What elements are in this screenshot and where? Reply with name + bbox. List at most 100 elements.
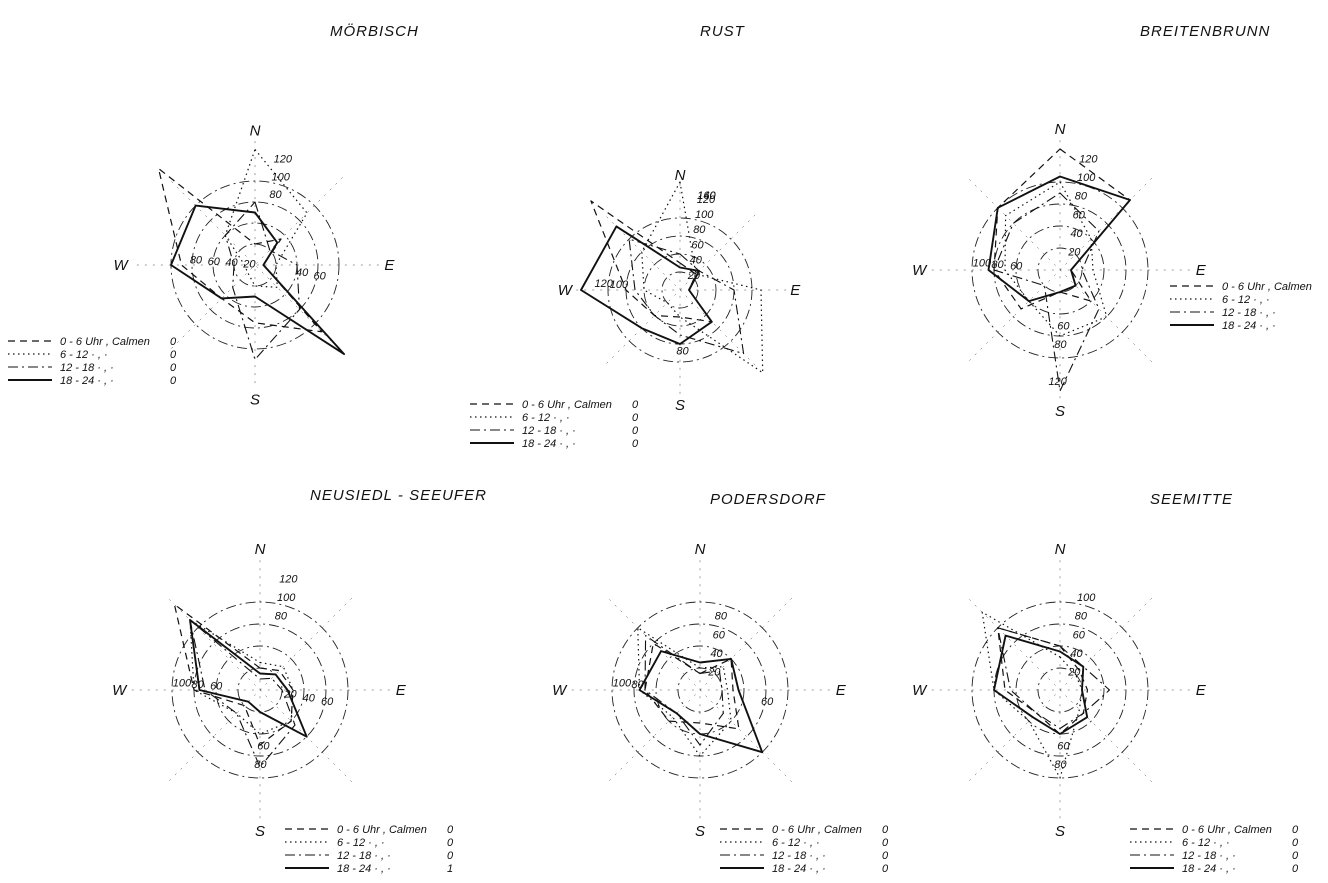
tick-label: 20: [242, 259, 256, 271]
tick-label: 60: [257, 740, 270, 752]
legend-label: 12 - 18 · , ·: [1222, 307, 1276, 319]
grid-ring: [1015, 225, 1105, 315]
legend-label: 12 - 18 · , ·: [772, 850, 826, 862]
legend-label: 18 - 24 · , ·: [772, 863, 826, 875]
tick-label: 60: [1057, 320, 1070, 332]
legend-label: 6 - 12 · , ·: [60, 349, 108, 361]
legend-label: 18 - 24 · , ·: [60, 375, 114, 387]
series-polygon: [189, 619, 308, 738]
axis-line: [167, 177, 343, 353]
direction-label-e: E: [384, 257, 395, 274]
direction-label-e: E: [790, 282, 801, 299]
legend-calmen-value: 0: [170, 336, 177, 348]
direction-label-w: W: [912, 682, 928, 699]
tick-label: 120: [279, 574, 298, 586]
tick-label: 80: [991, 259, 1004, 271]
chart-legend: 0 - 6 Uhr , Calmen 0 6 - 12 · , · 0 12 - 18 …: [720, 824, 889, 875]
tick-label: 100: [973, 258, 992, 270]
legend-label: 18 - 24 · , ·: [522, 438, 576, 450]
tick-label: 40: [225, 257, 238, 269]
chart-title: RUST: [700, 23, 746, 40]
legend-calmen-value: 0: [632, 438, 639, 450]
series-polygon: [981, 611, 1083, 779]
direction-label-n: N: [255, 541, 266, 558]
tick-label: 100: [1077, 172, 1096, 184]
legend-label: 0 - 6 Uhr , Calmen: [772, 824, 862, 836]
chart-title: NEUSIEDL - SEEUFER: [310, 487, 487, 504]
tick-label: 140: [697, 190, 716, 202]
direction-label-e: E: [396, 682, 407, 699]
legend-calmen-value: 0: [632, 399, 639, 411]
tick-label: 40: [303, 692, 316, 704]
direction-label-w: W: [552, 682, 568, 699]
legend-calmen-value: 0: [170, 375, 177, 387]
chart-title: MÖRBISCH: [330, 22, 419, 40]
direction-label-n: N: [1055, 541, 1066, 558]
legend-calmen-value: 0: [882, 824, 889, 836]
axis-line: [604, 214, 756, 366]
tick-label: 80: [693, 224, 706, 236]
tick-label: 120: [697, 194, 716, 206]
legend-calmen-value: 0: [632, 425, 639, 437]
legend-label: 6 - 12 · , ·: [772, 837, 820, 849]
legend-calmen-value: 0: [882, 837, 889, 849]
chart-legend: 0 - 6 Uhr , Calmen 0 6 - 12 · , · 0 12 - 18 …: [8, 336, 177, 387]
direction-label-n: N: [695, 541, 706, 558]
axis-line: [968, 598, 1152, 782]
direction-label-e: E: [1196, 682, 1207, 699]
chart-title: BREITENBRUNN: [1140, 23, 1270, 40]
legend-label: 6 - 12 · , ·: [1222, 294, 1270, 306]
legend-label: 0 - 6 Uhr , Calmen: [522, 399, 612, 411]
grid-ring: [191, 201, 319, 329]
direction-label-s: S: [695, 823, 705, 840]
legend-calmen-value: 0: [632, 412, 639, 424]
chart-title: SEEMITTE: [1150, 491, 1233, 508]
wind-rose-panel: MÖRBISCH N E S W 80 100 120 20 40 60 80 40 60 0 - 6 Uh…: [8, 22, 419, 408]
legend-calmen-value: 0: [447, 824, 454, 836]
chart-legend: 0 - 6 Uhr , Calmen 0 6 - 12 · , · 0 12 - 18 …: [1130, 824, 1299, 875]
chart-legend: 0 - 6 Uhr , Calmen 0 6 - 12 · , · 0 12 - 18 …: [285, 824, 454, 875]
tick-label: 60: [321, 696, 334, 708]
tick-label: 20: [707, 666, 721, 678]
legend-label: 12 - 18 · , ·: [60, 362, 114, 374]
direction-label-s: S: [1055, 823, 1065, 840]
tick-label: 40: [1070, 228, 1083, 240]
tick-label: 60: [1073, 209, 1086, 221]
series-polygon: [993, 192, 1100, 392]
legend-label: 12 - 18 · , ·: [1182, 850, 1236, 862]
tick-label: 80: [1054, 759, 1067, 771]
direction-label-s: S: [675, 397, 685, 414]
tick-label: 160: [697, 190, 716, 202]
tick-label: 100: [695, 209, 714, 221]
axis-line: [608, 598, 792, 782]
tick-label: 60: [210, 681, 223, 693]
tick-label: 100: [613, 678, 632, 690]
chart-title: PODERSDORF: [710, 491, 826, 508]
legend-calmen-value: 0: [1292, 837, 1299, 849]
legend-label: 0 - 6 Uhr , Calmen: [1222, 281, 1312, 293]
series-polygon: [997, 627, 1111, 730]
tick-label: 100: [277, 592, 296, 604]
series-polygon: [628, 238, 745, 355]
series-polygon: [644, 642, 740, 730]
legend-label: 12 - 18 · , ·: [522, 425, 576, 437]
tick-label: 40: [296, 267, 309, 279]
series-polygon: [1004, 181, 1108, 337]
series-polygon: [644, 635, 724, 746]
tick-label: 80: [715, 611, 728, 623]
series-polygon: [987, 175, 1131, 303]
tick-label: 120: [594, 278, 613, 290]
tick-label: 60: [1010, 261, 1023, 273]
grid-ring: [215, 645, 305, 735]
legend-calmen-value: 0: [170, 349, 177, 361]
series-polygon: [993, 634, 1089, 735]
series-polygon: [637, 627, 732, 757]
tick-label: 60: [713, 629, 726, 641]
legend-label: 12 - 18 · , ·: [337, 850, 391, 862]
series-polygon: [638, 650, 764, 754]
direction-label-w: W: [558, 282, 574, 299]
legend-label: 18 - 24 · , ·: [1222, 320, 1276, 332]
